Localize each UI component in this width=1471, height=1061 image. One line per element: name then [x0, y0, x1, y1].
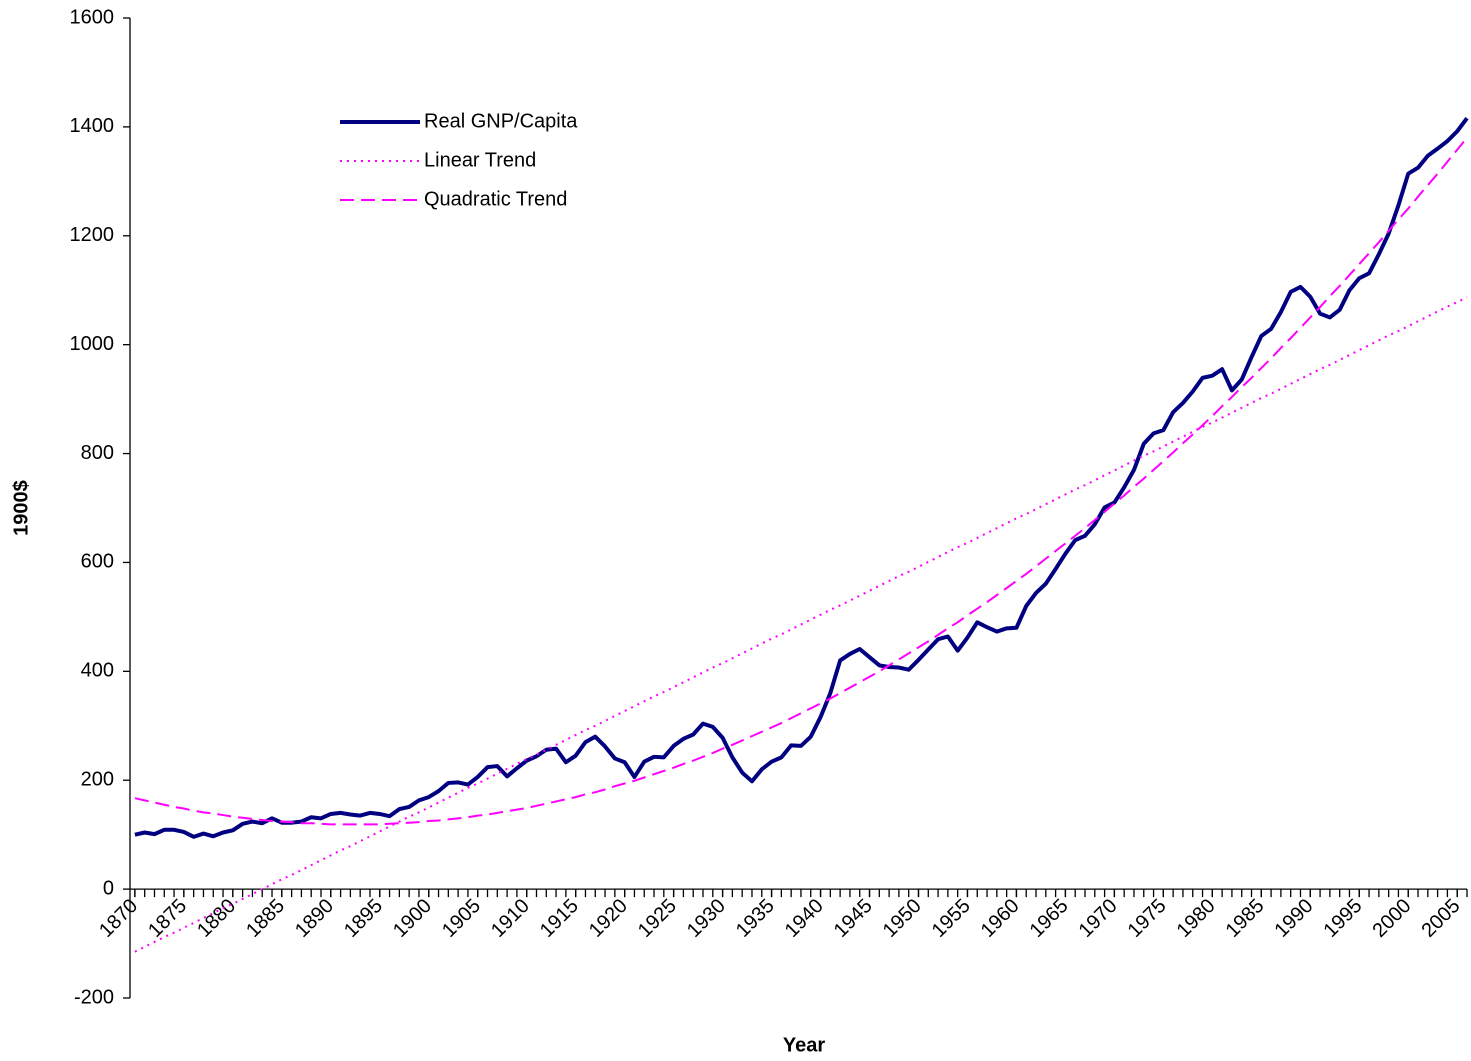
- x-tick-label: 1980: [1173, 895, 1220, 942]
- y-tick-label: 400: [81, 660, 114, 682]
- y-tick-label: 1200: [70, 224, 115, 246]
- x-tick-label: 1885: [242, 895, 289, 942]
- series-line: [134, 137, 1468, 826]
- x-tick-label: 1940: [781, 895, 828, 942]
- y-tick-label: 200: [81, 769, 114, 791]
- x-tick-label: 1870: [95, 895, 142, 942]
- y-tick-label: 1000: [70, 333, 115, 355]
- x-tick-label: 1985: [1222, 895, 1269, 942]
- y-tick-label: 1400: [70, 115, 115, 137]
- y-tick-label: 0: [103, 877, 114, 899]
- y-tick-label: 800: [81, 442, 114, 464]
- y-tick-label: 1600: [70, 6, 115, 28]
- x-tick-label: 2005: [1417, 895, 1464, 942]
- x-tick-label: 1910: [487, 895, 534, 942]
- x-tick-label: 1900: [389, 895, 436, 942]
- x-tick-label: 1950: [879, 895, 926, 942]
- x-tick-label: 1945: [830, 895, 877, 942]
- series-line: [134, 116, 1469, 839]
- x-tick-label: 1905: [438, 895, 485, 942]
- x-tick-label: 1965: [1026, 895, 1073, 942]
- x-tick-label: 1925: [634, 895, 681, 942]
- x-tick-label: 1895: [340, 895, 387, 942]
- x-tick-label: 1995: [1320, 895, 1367, 942]
- series-line: [134, 296, 1468, 953]
- x-tick-label: 2000: [1368, 895, 1415, 942]
- y-axis-title: 1900$: [10, 480, 32, 536]
- y-tick-label: -200: [74, 986, 114, 1008]
- x-tick-label: 1960: [977, 895, 1024, 942]
- x-tick-label: 1930: [683, 895, 730, 942]
- x-tick-label: 1890: [291, 895, 338, 942]
- legend-label: Quadratic Trend: [424, 188, 567, 210]
- x-tick-label: 1990: [1271, 895, 1318, 942]
- legend-label: Linear Trend: [424, 149, 536, 171]
- x-tick-label: 1920: [585, 895, 632, 942]
- x-tick-label: 1975: [1124, 895, 1171, 942]
- x-tick-label: 1915: [536, 895, 583, 942]
- x-axis-title: Year: [783, 1034, 825, 1056]
- x-tick-label: 1935: [732, 895, 779, 942]
- legend-label: Real GNP/Capita: [424, 110, 578, 132]
- x-tick-label: 1955: [928, 895, 975, 942]
- x-tick-label: 1880: [193, 895, 240, 942]
- x-tick-label: 1970: [1075, 895, 1122, 942]
- y-tick-label: 600: [81, 551, 114, 573]
